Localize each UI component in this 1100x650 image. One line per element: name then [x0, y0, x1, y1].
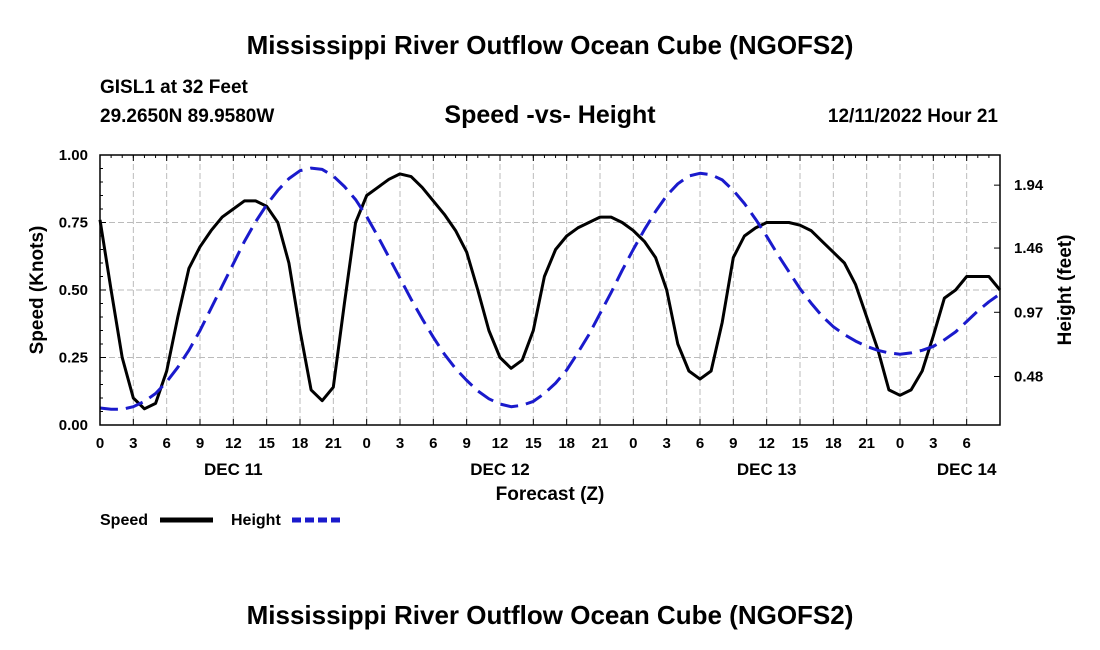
y2-tick-label: 1.94	[1014, 177, 1044, 194]
x-tick-label: 6	[962, 435, 970, 452]
series-layer	[98, 166, 1002, 411]
y2-tick-label: 1.46	[1014, 240, 1043, 257]
x-tick-label: 15	[792, 435, 809, 452]
legend: Speed Height	[100, 512, 343, 529]
forecast-datetime: 12/11/2022 Hour 21	[827, 106, 998, 127]
y-tick-label: 0.50	[59, 282, 88, 299]
plot-subtitle: Speed -vs- Height	[444, 101, 656, 129]
station-label: GISL1 at 32 Feet	[100, 77, 248, 98]
x-day-label: DEC 12	[470, 460, 530, 479]
x-tick-label: 21	[858, 435, 875, 452]
y-axis-label: Speed (Knots)	[27, 226, 48, 355]
x-tick-label: 21	[325, 435, 342, 452]
x-tick-label: 18	[558, 435, 575, 452]
legend-label-speed: Speed	[100, 512, 148, 529]
y-tick-label: 1.00	[59, 147, 88, 164]
x-tick-label: 6	[162, 435, 170, 452]
x-tick-label: 0	[896, 435, 904, 452]
label-layer: 0 3 6 9 12 15 18 21 0 3 6 9 12 15 18 21 0 3 6 9 12 15 18 21 0 3 6 D…	[59, 147, 1044, 479]
x-tick-label: 18	[292, 435, 309, 452]
x-tick-label: 3	[929, 435, 937, 452]
y-tick-label: 0.75	[59, 215, 88, 232]
x-tick-label: 9	[196, 435, 204, 452]
x-tick-label: 18	[825, 435, 842, 452]
page-title: Mississippi River Outflow Ocean Cube (NG…	[246, 30, 854, 60]
y-tick-label: 0.00	[59, 417, 88, 434]
station-coordinates: 29.2650N 89.9580W	[100, 106, 275, 127]
tick-layer	[99, 154, 1001, 426]
x-day-label: DEC 11	[204, 460, 263, 479]
x-tick-label: 6	[696, 435, 704, 452]
x-tick-label: 15	[258, 435, 275, 452]
x-tick-label: 21	[592, 435, 609, 452]
x-tick-label: 9	[729, 435, 737, 452]
x-tick-label: 12	[492, 435, 509, 452]
x-tick-label: 6	[429, 435, 437, 452]
x-tick-label: 0	[629, 435, 637, 452]
x-tick-label: 3	[129, 435, 137, 452]
x-day-label: DEC 14	[937, 460, 997, 479]
x-tick-label: 0	[96, 435, 104, 452]
speed-height-chart: 0 3 6 9 12 15 18 21 0 3 6 9 12 15 18 21 0 3 6 9 12 15 18 21 0 3 6 D…	[27, 147, 1076, 529]
y2-axis-label: Height (feet)	[1055, 235, 1076, 346]
series-line-height	[99, 166, 1001, 411]
x-axis-label: Forecast (Z)	[496, 484, 605, 505]
x-day-label: DEC 13	[737, 460, 797, 479]
x-tick-label: 15	[525, 435, 542, 452]
legend-label-height: Height	[231, 512, 281, 529]
y2-tick-label: 0.97	[1014, 304, 1043, 321]
x-tick-label: 3	[662, 435, 670, 452]
x-tick-label: 0	[362, 435, 370, 452]
x-tick-label: 9	[462, 435, 470, 452]
series-line-speed	[98, 172, 1002, 411]
x-tick-label: 3	[396, 435, 404, 452]
y2-tick-label: 0.48	[1014, 369, 1043, 386]
grid-layer	[100, 155, 1000, 425]
x-tick-label: 12	[758, 435, 775, 452]
footer-title: Mississippi River Outflow Ocean Cube (NG…	[246, 600, 854, 630]
y-tick-label: 0.25	[59, 350, 88, 367]
x-tick-label: 12	[225, 435, 242, 452]
